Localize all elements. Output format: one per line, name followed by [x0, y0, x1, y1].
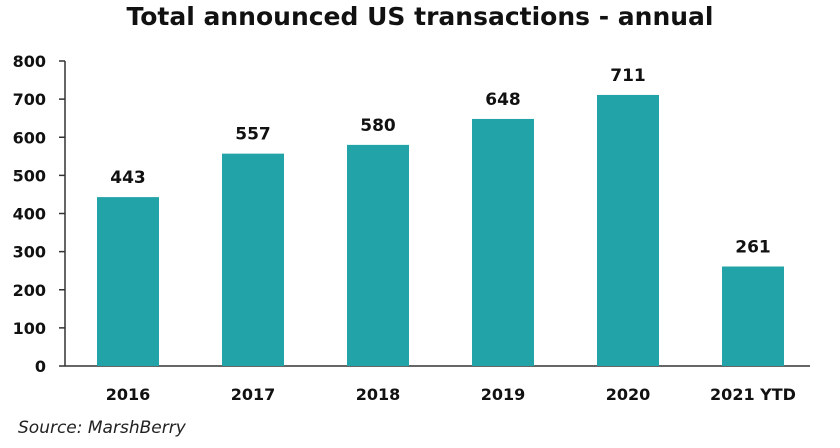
y-tick-label: 0: [35, 357, 46, 376]
bar-2020: [597, 94, 659, 367]
bar-2018: [347, 144, 409, 366]
y-tick-label: 600: [13, 128, 46, 147]
data-label: 648: [485, 90, 521, 110]
y-tick-label: 300: [13, 243, 46, 262]
bar-2021-ytd: [722, 266, 784, 366]
chart-title: Total announced US transactions - annual: [126, 2, 714, 31]
y-tick-label: 700: [13, 90, 46, 109]
source-note: Source: MarshBerry: [18, 418, 186, 438]
x-tick-label: 2021 YTD: [710, 385, 796, 404]
y-tick-label: 100: [13, 319, 46, 338]
bar-2017: [222, 153, 284, 366]
y-tick-label: 400: [13, 205, 46, 224]
x-tick-label: 2020: [606, 385, 651, 404]
x-tick-label: 2018: [356, 385, 401, 404]
data-label: 261: [735, 237, 771, 257]
data-label: 557: [235, 125, 271, 145]
y-tick-label: 200: [13, 281, 46, 300]
y-tick-label: 500: [13, 166, 46, 185]
x-tick-label: 2017: [231, 385, 276, 404]
x-tick-label: 2016: [106, 385, 151, 404]
data-label: 711: [610, 66, 646, 86]
bar-2019: [472, 118, 534, 366]
x-tick-label: 2019: [481, 385, 526, 404]
data-label: 580: [360, 116, 396, 136]
data-label: 443: [110, 168, 146, 188]
y-tick-label: 800: [13, 52, 46, 71]
bar-2016: [97, 197, 159, 366]
